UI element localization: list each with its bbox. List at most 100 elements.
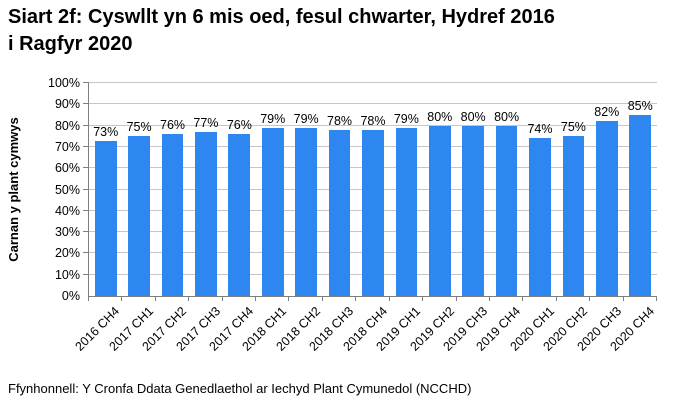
bar <box>562 136 585 296</box>
bar-value-label: 76% <box>160 118 186 133</box>
bar <box>228 134 251 296</box>
y-axis-tick <box>83 273 89 275</box>
bar-slot: 78% <box>323 83 356 296</box>
bar-value-label: 75% <box>560 120 586 135</box>
gridline <box>89 82 657 83</box>
bar-value-label: 79% <box>260 111 286 126</box>
bar-value-label: 82% <box>594 105 620 120</box>
bar-value-label: 79% <box>393 111 419 126</box>
bar-slot: 79% <box>256 83 289 296</box>
x-axis-tick <box>321 297 323 301</box>
y-tick-label: 30% <box>54 225 80 240</box>
bar-value-label: 80% <box>494 109 520 124</box>
y-tick-label: 0% <box>61 289 80 303</box>
bar-slot: 80% <box>490 83 523 296</box>
y-tick-label: 60% <box>54 161 80 176</box>
chart-title-line-2: i Ragfyr 2020 <box>8 33 133 55</box>
y-axis-tick <box>83 209 89 211</box>
bar-value-label: 76% <box>226 118 252 133</box>
x-axis-tick <box>88 297 89 301</box>
bar-slot: 76% <box>156 83 189 296</box>
bar <box>495 125 518 296</box>
bar-slot: 80% <box>456 83 489 296</box>
source-note: Ffynhonnell: Y Cronfa Ddata Genedlaethol… <box>8 381 472 396</box>
y-tick-label: 10% <box>54 267 80 282</box>
bar-slot: 75% <box>557 83 590 296</box>
gridline <box>89 124 657 126</box>
bar <box>462 125 485 296</box>
bar <box>629 114 652 296</box>
y-axis-tick-labels: 0% 10% 20% 30% 40% 50% 60% 70% 80% 90% 100% <box>0 76 80 303</box>
y-axis-tick <box>83 252 89 254</box>
x-axis-tick <box>221 297 223 301</box>
x-axis-tick <box>388 297 390 301</box>
y-axis-tick <box>83 103 89 105</box>
bar <box>195 132 217 296</box>
y-tick-label: 70% <box>54 139 80 154</box>
bar-value-label: 79% <box>293 111 319 126</box>
y-axis-tick <box>83 188 89 190</box>
y-axis-tick <box>83 167 89 169</box>
bar-value-label: 80% <box>460 109 486 124</box>
y-tick-label: 80% <box>54 118 80 133</box>
bar <box>529 138 551 296</box>
plot-area: 73% 75% 76% 77% 76% 79% 79% 78% 78% 79% 80% 80% 80% 7… <box>83 82 657 301</box>
y-tick-label: 20% <box>54 246 80 261</box>
y-axis-tick <box>83 145 89 147</box>
bar <box>395 127 418 296</box>
x-axis-tick <box>154 297 156 301</box>
x-axis-tick <box>656 297 657 301</box>
bar-slot: 75% <box>122 83 155 296</box>
bar-slot: 78% <box>356 83 389 296</box>
bar-slot: 85% <box>624 83 657 296</box>
bar <box>362 129 384 296</box>
x-axis-tick <box>622 297 624 301</box>
bar-slot: 77% <box>189 83 222 296</box>
x-axis-tick <box>355 297 357 301</box>
y-tick-label: 40% <box>54 203 80 218</box>
bar-value-label: 73% <box>93 124 119 139</box>
bar <box>128 136 150 296</box>
bar-value-label: 85% <box>627 98 653 113</box>
y-tick-label: 90% <box>54 97 80 112</box>
bar-value-label: 78% <box>360 113 386 128</box>
y-tick-label: 50% <box>54 182 80 197</box>
bar <box>161 134 184 296</box>
bar-slot: 73% <box>89 83 122 296</box>
bar-value-label: 77% <box>193 116 219 130</box>
x-axis-tick <box>522 297 524 301</box>
bar-slot: 79% <box>289 83 322 296</box>
bar-slot: 79% <box>390 83 423 296</box>
bar <box>261 127 284 296</box>
bar <box>328 129 351 296</box>
bar <box>295 127 317 296</box>
bar-slot: 76% <box>223 83 256 296</box>
bar-slot: 80% <box>423 83 456 296</box>
x-axis-tick <box>288 297 290 301</box>
bar-series: 73% 75% 76% 77% 76% 79% 79% 78% 78% 79% 80% 80% 80% 7… <box>89 83 657 296</box>
bar-slot: 82% <box>590 83 623 296</box>
bar <box>595 121 618 296</box>
x-axis-tick-labels: 2016 CH4 2017 CH1 2017 CH2 2017 CH3 2017 CH4… <box>73 297 657 372</box>
x-axis-tick <box>488 297 490 301</box>
y-axis-tick <box>83 124 89 126</box>
bar <box>428 125 451 296</box>
bar-value-label: 75% <box>126 120 152 135</box>
bar-value-label: 78% <box>327 113 353 128</box>
x-axis-tick <box>555 297 557 301</box>
bar-value-label: 74% <box>527 122 553 137</box>
gridline <box>89 103 657 105</box>
x-axis-tick <box>589 297 591 301</box>
y-axis-tick <box>83 82 89 83</box>
bar-slot: 74% <box>523 83 556 296</box>
bar <box>94 140 117 296</box>
x-axis-tick <box>422 297 424 301</box>
x-axis-tick <box>455 297 457 301</box>
x-axis-tick <box>121 297 123 301</box>
chart-title-line-1: Siart 2f: Cyswllt yn 6 mis oed, fesul ch… <box>8 6 555 28</box>
y-tick-label: 100% <box>48 76 80 90</box>
x-axis-tick <box>255 297 257 301</box>
x-axis-tick <box>188 297 190 301</box>
y-axis-tick <box>83 231 89 233</box>
